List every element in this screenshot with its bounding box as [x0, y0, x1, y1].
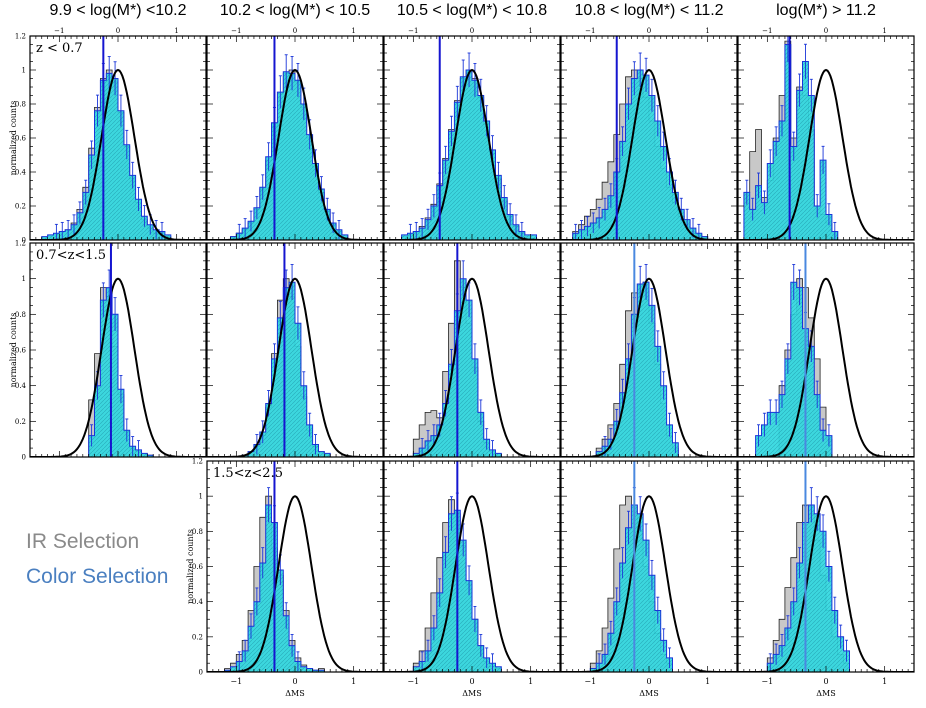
column-title-3: 10.5 < log(M*) < 10.8	[396, 2, 548, 19]
x-tick-label: 1	[351, 677, 356, 686]
x-tick-label: −1	[230, 677, 242, 686]
y-axis-label: normalized counts	[9, 313, 18, 388]
y-tick-label: 1	[22, 67, 26, 75]
x-top-tick-label: 1	[351, 27, 355, 35]
x-tick-label: −1	[761, 677, 773, 686]
x-top-tick-label: −1	[408, 27, 418, 35]
panel-r1-c2: −1 0 1	[206, 27, 384, 241]
x-top-tick-label: 1	[705, 27, 709, 35]
color-histogram	[230, 71, 349, 240]
panel-r1-c3: −1 0 1	[383, 27, 561, 241]
x-axis-label: ΔMS	[462, 689, 481, 698]
panel-r3-c2: 0 0.2 0.4 0.6 0.8 1 1.2 normalized counts 1.5<z<…	[186, 458, 384, 698]
y-tick-label: 0.2	[15, 203, 26, 211]
x-top-tick-label: −1	[762, 27, 772, 35]
x-top-tick-label: 0	[824, 27, 828, 35]
y-tick-label: 0.6	[15, 135, 27, 143]
x-top-tick-label: 1	[174, 27, 178, 35]
legend-color-selection: Color Selection	[26, 565, 169, 588]
y-tick-label: 0.2	[15, 418, 26, 426]
x-top-tick-label: −1	[585, 27, 595, 35]
x-tick-label: −1	[584, 677, 596, 686]
panel-r2-c3	[383, 242, 561, 458]
x-top-tick-label: −1	[231, 27, 241, 35]
y-tick-label: 0.8	[15, 311, 26, 319]
color-histogram	[743, 44, 839, 240]
panel-r2-c1: 0 0.2 0.4 0.6 0.8 1 1.2 normalized counts 0.7<z<…	[9, 240, 207, 462]
panel-r2-c2	[206, 242, 384, 458]
y-tick-label: 0.8	[15, 101, 26, 109]
panel-r2-c5	[737, 242, 915, 458]
y-tick-label: 1.2	[15, 33, 26, 41]
x-top-tick-label: 1	[528, 27, 532, 35]
y-tick-label: 0.6	[192, 563, 204, 571]
y-tick-label: 0.2	[192, 633, 203, 641]
x-top-tick-label: 1	[882, 27, 886, 35]
panel-r2-c4	[560, 242, 738, 458]
x-top-tick-label: 0	[470, 27, 474, 35]
color-histogram	[241, 281, 331, 457]
row-redshift-label: z < 0.7	[36, 41, 83, 56]
column-title-2: 10.2 < log(M*) < 10.5	[219, 2, 371, 19]
panel-r1-c4: −1 0 1	[560, 27, 738, 241]
y-tick-label: 0	[199, 669, 203, 677]
color-histogram	[572, 69, 709, 240]
y-tick-label: 0.4	[15, 382, 27, 390]
x-tick-label: 0	[823, 677, 828, 686]
x-top-tick-label: 0	[293, 27, 297, 35]
y-tick-label: 1	[22, 275, 26, 283]
x-axis-label: ΔMS	[816, 689, 835, 698]
legend-ir-selection: IR Selection	[26, 530, 140, 553]
color-histogram	[595, 281, 679, 457]
x-top-tick-label: −1	[54, 27, 64, 35]
panel-r1-c5: −1 0 1	[737, 27, 915, 241]
y-tick-label: 0	[22, 237, 26, 245]
x-tick-label: 1	[882, 677, 887, 686]
x-tick-label: 0	[292, 677, 297, 686]
x-tick-label: 1	[528, 677, 533, 686]
column-title-5: log(M*) > 11.2	[776, 2, 876, 19]
color-histogram	[589, 504, 673, 672]
y-tick-label: 0.6	[15, 347, 27, 355]
x-top-tick-label: 0	[647, 27, 651, 35]
x-tick-label: −1	[407, 677, 419, 686]
x-tick-label: 0	[469, 677, 474, 686]
y-tick-label: 0.4	[192, 598, 204, 606]
color-histogram	[41, 72, 172, 240]
y-tick-label: 0	[22, 454, 26, 462]
x-axis-label: ΔMS	[285, 689, 304, 698]
y-axis-label: normalized counts	[186, 529, 195, 604]
y-tick-label: 1.2	[15, 240, 26, 248]
y-axis-label: normalized counts	[9, 101, 18, 176]
x-tick-label: 0	[646, 677, 651, 686]
x-tick-label: 1	[705, 677, 710, 686]
y-tick-label: 0.8	[192, 528, 203, 536]
panel-r3-c5: −1 0 1 ΔMS	[737, 460, 915, 698]
y-tick-label: 1.2	[192, 458, 203, 466]
y-tick-label: 0.4	[15, 169, 27, 177]
column-title-1: 9.9 < log(M*) <10.2	[49, 2, 187, 19]
y-tick-label: 1	[199, 493, 203, 501]
x-top-tick-label: 0	[116, 27, 120, 35]
row-redshift-label: 0.7<z<1.5	[36, 248, 106, 263]
x-axis-label: ΔMS	[639, 689, 658, 698]
panel-r3-c3: −1 0 1 ΔMS	[383, 460, 561, 698]
column-title-4: 10.8 < log(M*) < 11.2	[574, 2, 724, 19]
row-redshift-label: 1.5<z<2.5	[213, 466, 283, 481]
panel-r1-c1: 0 0.2 0.4 0.6 0.8 1 1.2 normalized counts z < 0.…	[9, 27, 207, 245]
panel-r3-c4: −1 0 1 ΔMS	[560, 460, 738, 698]
